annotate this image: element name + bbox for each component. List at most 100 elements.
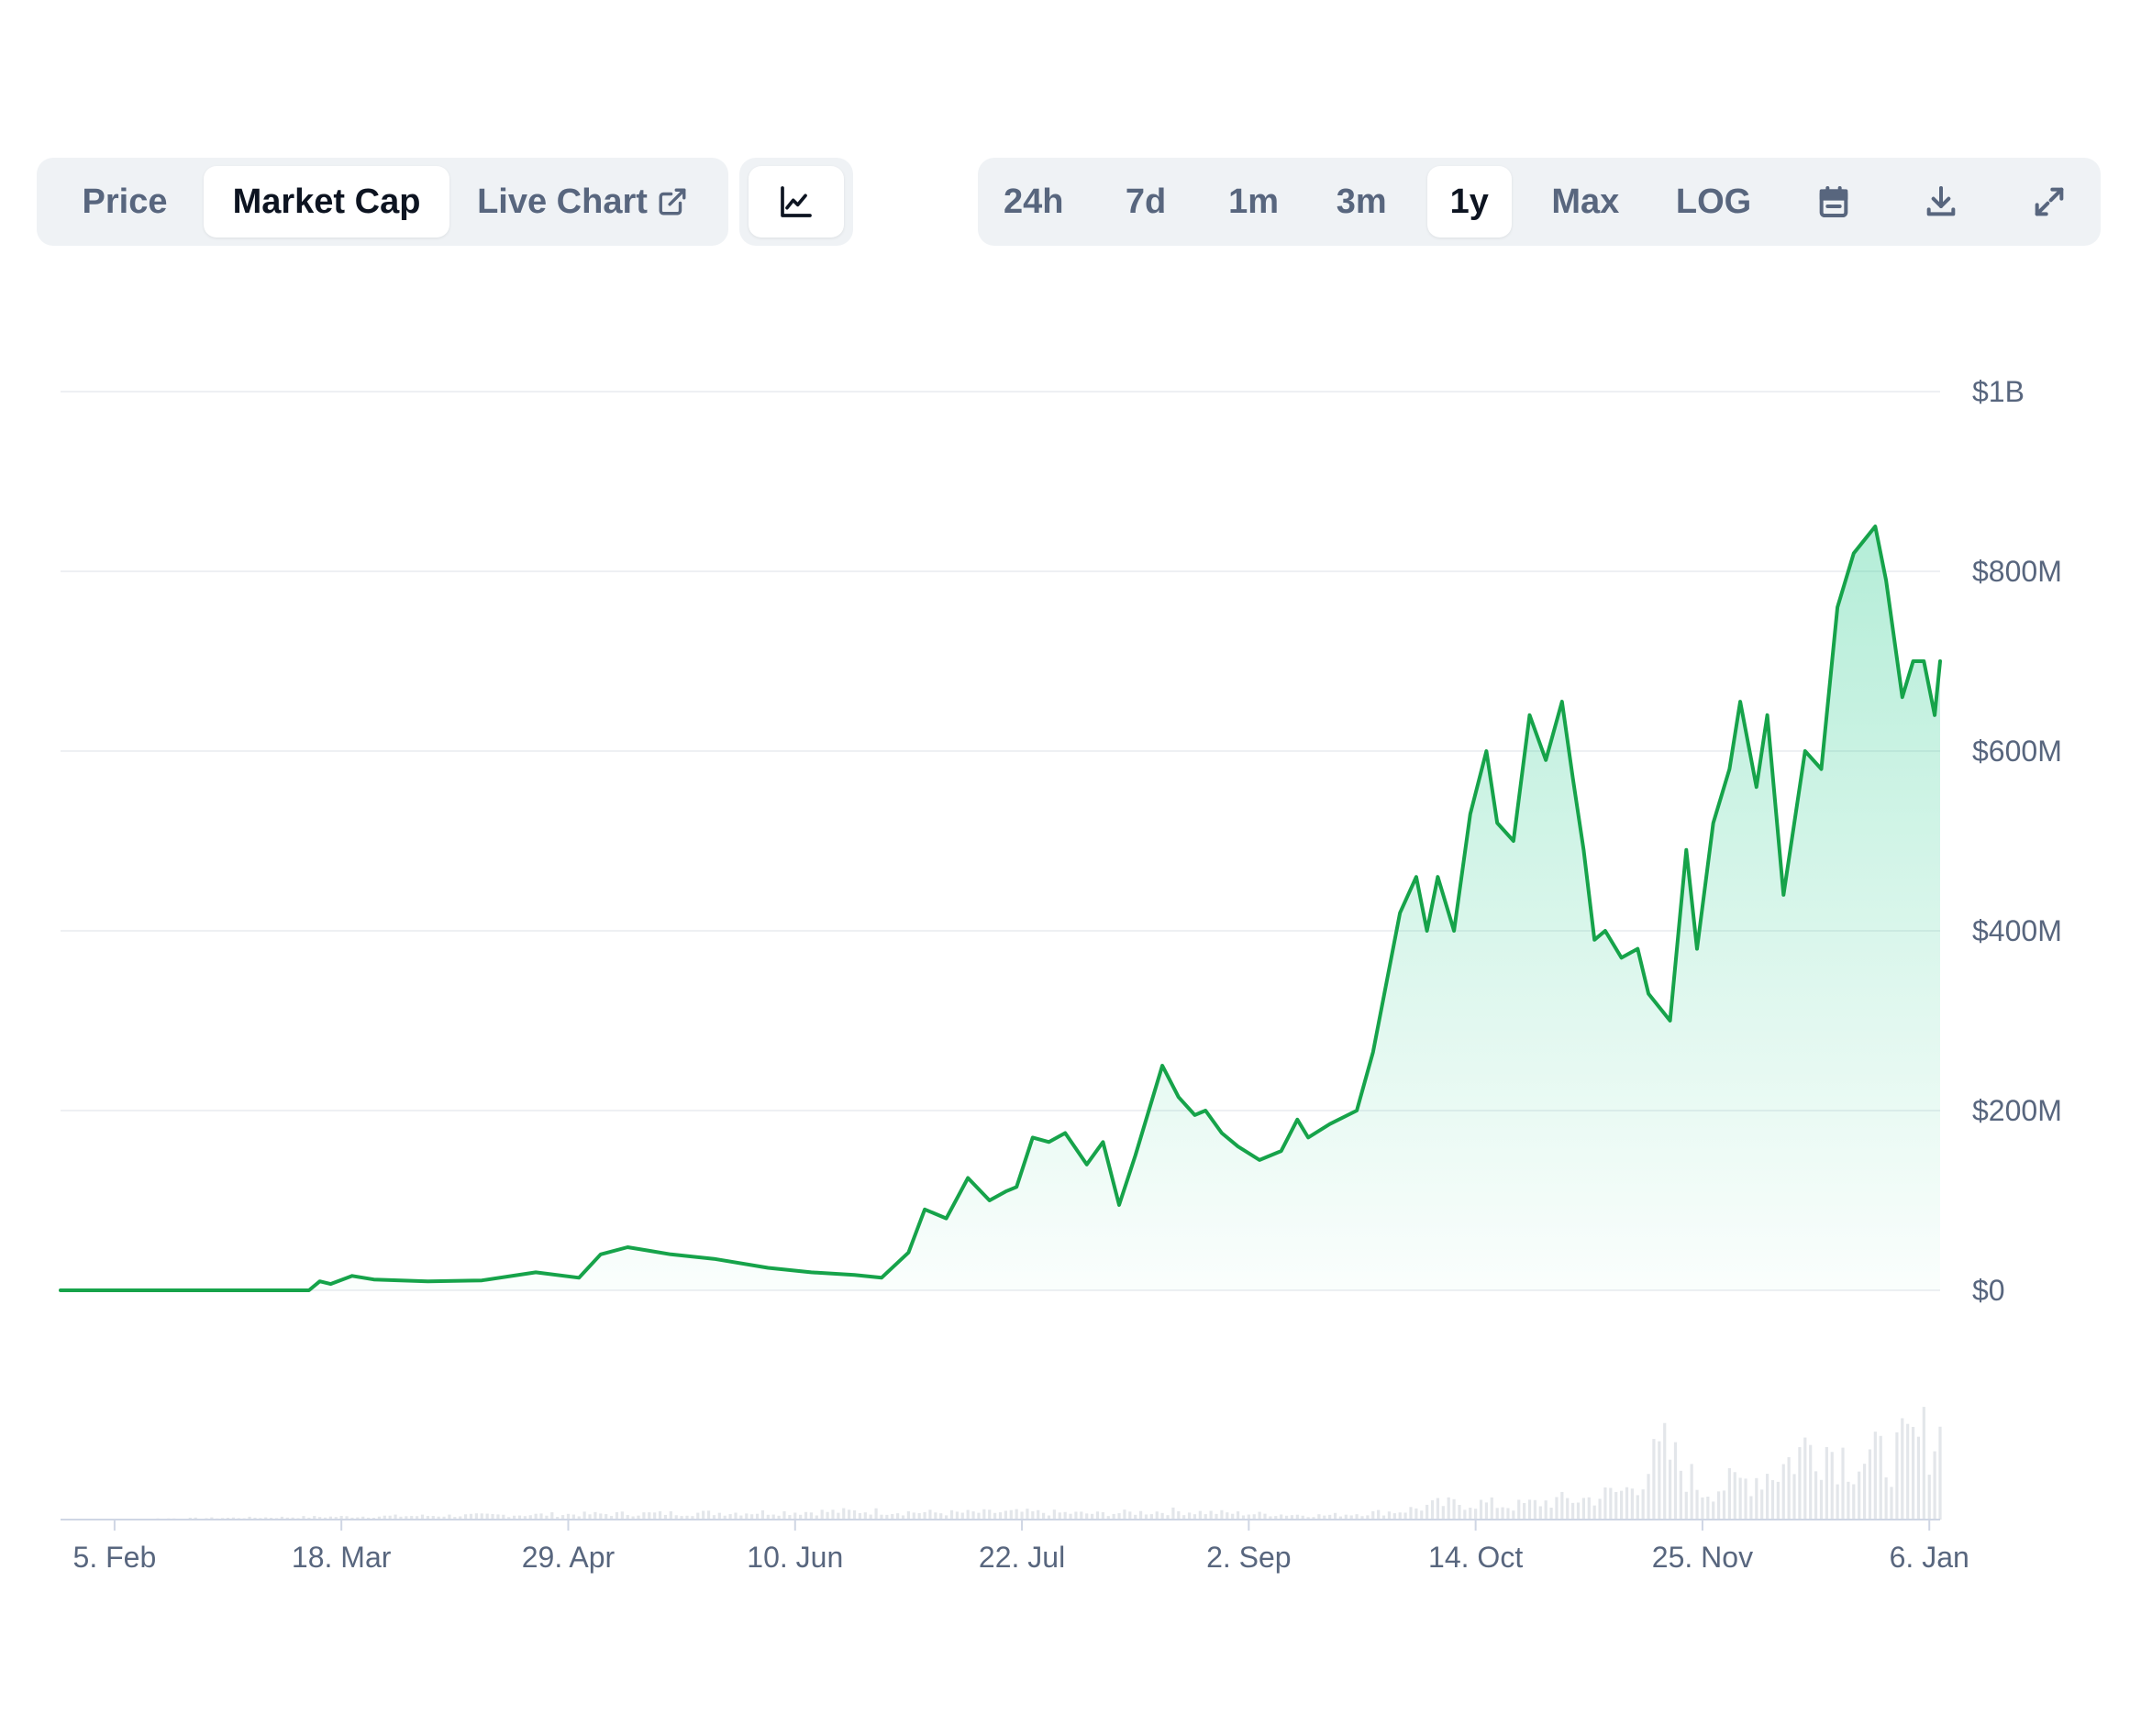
volume-bar — [971, 1511, 975, 1520]
volume-bar — [1868, 1449, 1872, 1520]
volume-bar — [1544, 1500, 1548, 1520]
volume-bar — [345, 1516, 349, 1520]
range-max[interactable]: Max — [1535, 166, 1636, 238]
tab-live-chart[interactable]: Live Chart — [449, 166, 716, 238]
volume-bar — [939, 1513, 943, 1520]
volume-bar — [1922, 1407, 1925, 1520]
volume-bar — [1403, 1512, 1407, 1520]
range-3m[interactable]: 3m — [1319, 166, 1403, 238]
volume-bar — [1333, 1512, 1337, 1520]
volume-bar — [383, 1515, 386, 1520]
volume-bar — [934, 1512, 937, 1520]
volume-bar — [1463, 1509, 1467, 1520]
volume-bar — [1695, 1489, 1699, 1520]
volume-bar — [517, 1515, 522, 1520]
volume-bar — [1770, 1479, 1775, 1520]
volume-bar — [1523, 1503, 1526, 1520]
volume-bar — [1517, 1499, 1521, 1520]
tab-market-cap[interactable]: Market Cap — [204, 166, 449, 238]
y-tick-label: $0 — [1972, 1274, 2005, 1307]
download-icon — [1923, 183, 1959, 220]
volume-bar — [1803, 1437, 1807, 1520]
volume-bar — [1744, 1478, 1747, 1520]
volume-bar — [1712, 1501, 1715, 1520]
volume-bar — [302, 1516, 305, 1520]
volume-bar — [1760, 1489, 1764, 1520]
volume-bar — [1592, 1505, 1596, 1520]
volume-bar — [1138, 1510, 1143, 1520]
volume-bar — [528, 1515, 532, 1520]
line-chart-button[interactable] — [749, 166, 844, 238]
volume-bar — [1560, 1491, 1564, 1520]
volume-bar — [1938, 1426, 1942, 1520]
volume-bar — [712, 1515, 716, 1520]
volume-bar — [1360, 1516, 1364, 1520]
volume-bar — [1171, 1507, 1175, 1520]
volume-bar — [1160, 1512, 1164, 1520]
volume-bar — [1063, 1511, 1067, 1520]
volume-bar — [1787, 1456, 1791, 1520]
volume-bar — [1614, 1491, 1618, 1520]
x-tick-label: 5. Feb — [73, 1541, 157, 1574]
range-24h[interactable]: 24h — [987, 166, 1080, 238]
volume-bar — [1809, 1444, 1813, 1520]
volume-bar — [1209, 1510, 1213, 1520]
volume-bar — [1187, 1512, 1192, 1520]
volume-bar — [998, 1512, 1003, 1520]
volume-bar — [966, 1509, 970, 1520]
volume-bar — [1484, 1502, 1489, 1520]
volume-bar — [809, 1512, 814, 1520]
volume-bars — [70, 1407, 1942, 1520]
calendar-button[interactable] — [1792, 166, 1876, 238]
volume-bar — [469, 1513, 473, 1520]
volume-bar — [1047, 1515, 1051, 1520]
volume-bar — [1042, 1512, 1046, 1520]
volume-bar — [674, 1515, 678, 1520]
volume-bar — [1814, 1471, 1818, 1520]
x-tick-label: 22. Jul — [979, 1541, 1065, 1574]
range-1m[interactable]: 1m — [1212, 166, 1296, 238]
volume-bar — [1258, 1511, 1261, 1520]
volume-bar — [1144, 1514, 1148, 1520]
volume-bar — [955, 1511, 959, 1520]
volume-bar — [550, 1512, 554, 1520]
volume-bar — [1058, 1512, 1061, 1520]
volume-bar — [1371, 1510, 1375, 1520]
volume-bar — [842, 1508, 846, 1520]
volume-bar — [474, 1513, 478, 1520]
volume-bar — [901, 1515, 905, 1520]
volume-bar — [1490, 1497, 1493, 1520]
volume-bar — [1690, 1464, 1693, 1520]
volume-bar — [442, 1516, 446, 1520]
volume-bar — [463, 1514, 468, 1520]
volume-bar — [1776, 1481, 1780, 1520]
volume-bar — [1879, 1435, 1882, 1520]
volume-bar — [1231, 1513, 1235, 1520]
y-tick-label: $600M — [1972, 735, 2062, 768]
range-7d[interactable]: 7d — [1104, 166, 1188, 238]
volume-bar — [231, 1517, 236, 1520]
market-cap-line — [59, 525, 1942, 1292]
x-tick-label: 14. Oct — [1428, 1541, 1523, 1574]
volume-bar — [804, 1511, 808, 1520]
volume-bar — [1663, 1422, 1667, 1520]
volume-bar — [863, 1512, 867, 1520]
volume-bar — [685, 1515, 689, 1520]
volume-bar — [799, 1514, 803, 1520]
download-button[interactable] — [1899, 166, 1983, 238]
fullscreen-button[interactable] — [2007, 166, 2091, 238]
volume-bar — [1377, 1509, 1381, 1520]
volume-bar — [1630, 1488, 1634, 1520]
volume-bar — [1338, 1516, 1343, 1520]
tab-price[interactable]: Price — [46, 166, 204, 238]
volume-bar — [858, 1513, 862, 1520]
volume-bar — [1911, 1426, 1915, 1520]
volume-bar — [210, 1517, 214, 1520]
volume-bar — [815, 1515, 818, 1520]
volume-bar — [577, 1516, 581, 1520]
range-1y[interactable]: 1y — [1426, 166, 1512, 238]
log-scale-toggle[interactable]: LOG — [1659, 166, 1768, 238]
tab-price-label: Price — [82, 182, 168, 221]
volume-bar — [1344, 1514, 1348, 1520]
